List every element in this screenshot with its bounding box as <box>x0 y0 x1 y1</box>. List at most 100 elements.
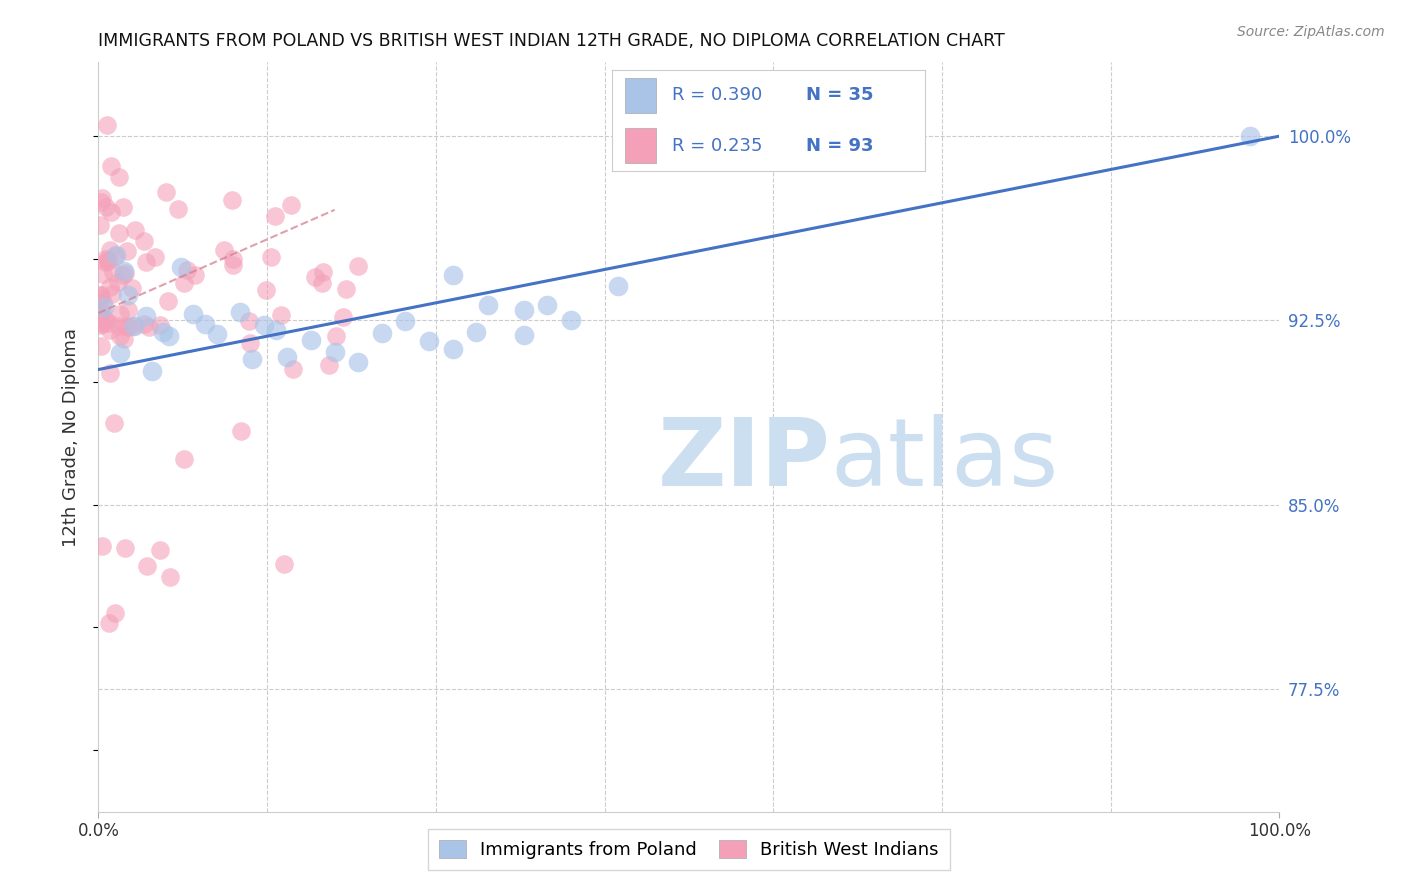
Point <box>93 300 115 314</box>
Text: IMMIGRANTS FROM POLAND VS BRITISH WEST INDIAN 12TH GRADE, NO DIPLOMA CORRELATION: IMMIGRANTS FROM POLAND VS BRITISH WEST I… <box>98 32 1005 50</box>
Point <box>299 333 322 347</box>
Point <box>97 254 120 268</box>
Point <box>238 314 260 328</box>
Point <box>114 266 136 280</box>
Point <box>135 255 157 269</box>
Text: Source: ZipAtlas.com: Source: ZipAtlas.com <box>1237 25 1385 39</box>
Point <box>89 315 111 329</box>
Point <box>240 351 263 366</box>
Point <box>138 319 160 334</box>
Point <box>441 342 464 356</box>
Point <box>98 323 121 337</box>
Point <box>222 252 245 266</box>
Point <box>176 262 198 277</box>
Point <box>98 243 121 257</box>
Point <box>122 318 145 333</box>
Point <box>90 338 112 352</box>
Point <box>173 276 195 290</box>
Point <box>94 200 117 214</box>
Point <box>152 325 174 339</box>
Point <box>173 452 195 467</box>
Point <box>335 282 357 296</box>
Point <box>276 350 298 364</box>
Text: atlas: atlas <box>831 414 1059 506</box>
Point <box>221 193 243 207</box>
Point <box>111 200 134 214</box>
Point <box>101 265 124 279</box>
Point <box>477 298 499 312</box>
Point <box>91 539 114 553</box>
Point <box>253 318 276 332</box>
Point <box>94 314 117 328</box>
Point <box>89 291 111 305</box>
Point <box>194 317 217 331</box>
Point <box>104 249 127 263</box>
Point <box>607 279 630 293</box>
Point <box>97 616 120 631</box>
Point <box>100 159 122 173</box>
Point <box>347 355 370 369</box>
Point <box>418 334 440 348</box>
Point <box>264 209 287 223</box>
Point <box>108 226 131 240</box>
Point <box>465 325 488 339</box>
Point <box>273 557 295 571</box>
Point <box>212 244 235 258</box>
Point <box>105 248 128 262</box>
Point <box>107 276 129 290</box>
Point <box>512 303 534 318</box>
Point <box>283 362 305 376</box>
Point <box>371 326 394 341</box>
Point <box>229 305 252 319</box>
Point <box>157 329 180 343</box>
Point <box>97 317 120 331</box>
Point <box>347 259 370 273</box>
Point <box>222 259 245 273</box>
Point <box>134 317 156 331</box>
Point <box>108 319 131 334</box>
Point <box>91 318 114 332</box>
Point <box>560 313 582 327</box>
Point <box>121 280 143 294</box>
Point <box>1239 129 1261 144</box>
Point <box>149 543 172 558</box>
Point <box>117 302 139 317</box>
Point <box>90 191 112 205</box>
Point <box>111 268 134 283</box>
Point <box>90 305 112 319</box>
Point <box>96 118 118 132</box>
Point <box>90 303 112 318</box>
Point <box>93 254 115 268</box>
Point <box>122 319 145 334</box>
Point <box>90 288 112 302</box>
Legend: Immigrants from Poland, British West Indians: Immigrants from Poland, British West Ind… <box>427 829 950 870</box>
Point <box>205 326 228 341</box>
Point <box>270 308 292 322</box>
Point <box>304 269 326 284</box>
Point <box>104 606 127 620</box>
Point <box>115 244 138 258</box>
Point <box>159 570 181 584</box>
Point <box>135 558 157 573</box>
Point <box>98 366 121 380</box>
Point <box>108 170 131 185</box>
Point <box>181 307 204 321</box>
Text: ZIP: ZIP <box>658 414 831 506</box>
Point <box>254 283 277 297</box>
Point <box>91 268 114 282</box>
Point <box>89 318 111 333</box>
Point <box>264 323 287 337</box>
Point <box>89 218 111 232</box>
Point <box>312 264 335 278</box>
Point <box>112 332 135 346</box>
Point <box>184 268 207 282</box>
Point <box>114 541 136 556</box>
Point <box>91 294 114 309</box>
Point <box>108 346 131 360</box>
Point <box>325 329 347 343</box>
Point <box>512 327 534 342</box>
Point <box>155 185 177 199</box>
Point <box>318 359 340 373</box>
Point <box>89 194 111 209</box>
Point <box>124 223 146 237</box>
